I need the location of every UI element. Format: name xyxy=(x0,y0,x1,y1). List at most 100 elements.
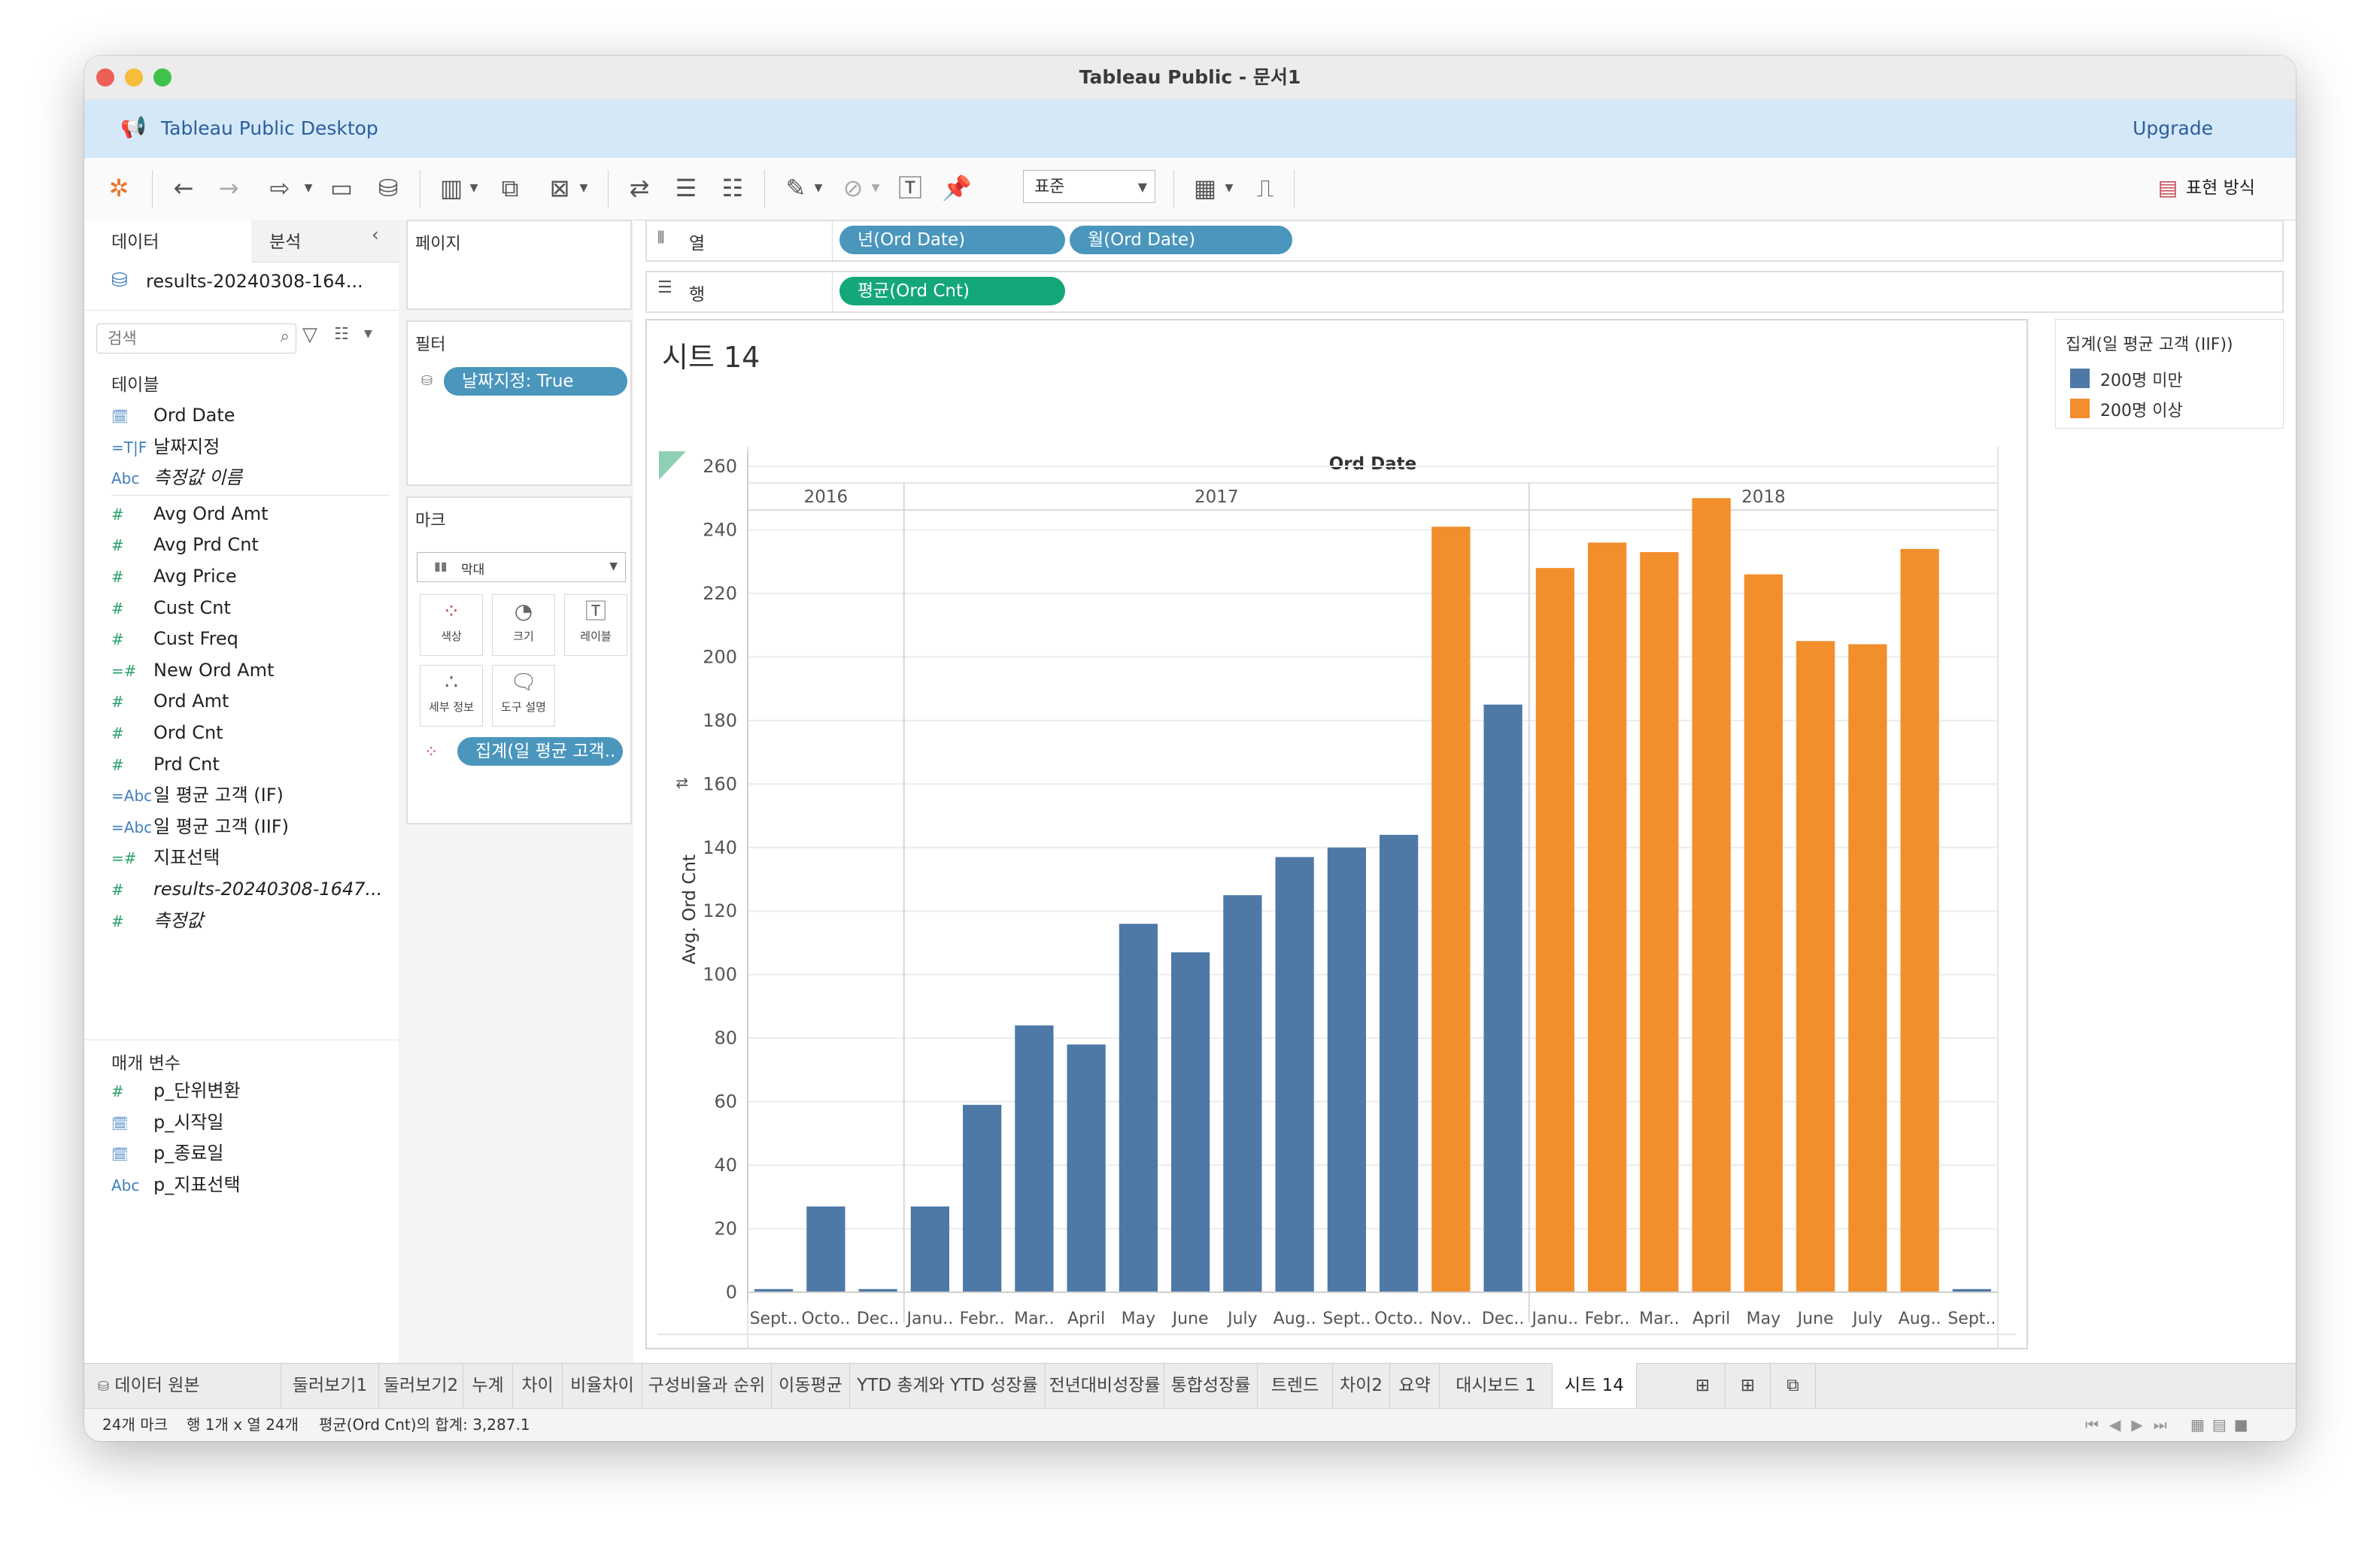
datasource-icon: ⛁ xyxy=(111,269,128,292)
new-worksheet-icon[interactable]: ▥ xyxy=(439,174,463,202)
group-members-icon[interactable]: ⊘ xyxy=(842,174,864,202)
field-item[interactable]: 🗓 Ord Date xyxy=(111,400,235,430)
duplicate-sheet-icon[interactable]: ⧉ xyxy=(501,174,519,202)
field-item[interactable]: # Avg Price xyxy=(111,561,237,591)
column-pill-year[interactable]: 년(Ord Date) xyxy=(839,226,1065,254)
sheet-nav-arrows-icon[interactable]: ⏮◀▶⏭ xyxy=(2085,1416,2178,1434)
save-icon[interactable]: ▭ xyxy=(329,174,354,202)
field-item[interactable]: =Abc일 평균 고객 (IF) xyxy=(111,780,284,810)
show-mark-labels-icon[interactable]: 🅃 xyxy=(897,174,922,202)
new-datasource-icon[interactable]: ⛁ xyxy=(378,174,399,202)
tableau-logo-icon[interactable]: ✲ xyxy=(108,174,129,202)
field-item[interactable]: # 측정값 xyxy=(111,906,203,936)
sheet-tab[interactable]: 대시보드 1 xyxy=(1440,1363,1553,1408)
fit-select[interactable]: 표준 ▼ xyxy=(1023,170,1155,203)
chevron-down-icon[interactable]: ▼ xyxy=(579,182,588,194)
filter-pill[interactable]: 날짜지정: True xyxy=(444,367,627,396)
new-story-tab-icon[interactable]: ⧉ xyxy=(1771,1363,1816,1408)
column-pill-month[interactable]: 월(Ord Date) xyxy=(1070,226,1292,254)
row-pill-avg-ord-cnt[interactable]: 평균(Ord Cnt) xyxy=(839,277,1065,305)
sheet-tab[interactable]: 차이 xyxy=(513,1363,563,1408)
sheet-tab[interactable]: YTD 총계와 YTD 성장률 xyxy=(850,1363,1046,1408)
field-item[interactable]: # Prd Cnt xyxy=(111,749,220,779)
tab-data[interactable] xyxy=(84,220,252,263)
new-worksheet-tab-icon[interactable]: ⊞ xyxy=(1680,1363,1726,1408)
sheet-tab[interactable]: 이동평균 xyxy=(772,1363,850,1408)
label-button[interactable]: 🅃 레이블 xyxy=(564,594,627,656)
redo-icon[interactable]: → xyxy=(218,174,239,202)
sheet-tab[interactable]: 시트 14 xyxy=(1553,1363,1637,1408)
field-item[interactable]: =# New Ord Amt xyxy=(111,655,274,685)
color-legend xyxy=(2055,319,2284,429)
chevron-down-icon[interactable]: ▼ xyxy=(814,182,823,194)
legend-label-over-200[interactable]: 200명 이상 xyxy=(2100,402,2183,420)
search-field[interactable] xyxy=(106,324,260,353)
chevron-down-icon[interactable]: ▼ xyxy=(871,182,880,194)
datasource-name[interactable]: results-20240308-164... xyxy=(146,271,363,292)
field-item[interactable]: # Cust Freq xyxy=(111,624,238,654)
chevron-down-icon[interactable]: ▼ xyxy=(1225,182,1234,194)
field-item[interactable]: # Avg Ord Amt xyxy=(111,499,268,529)
field-item[interactable]: =Abc일 평균 고객 (IIF) xyxy=(111,812,289,842)
sheet-tab[interactable]: 구성비율과 순위 xyxy=(642,1363,772,1408)
field-item[interactable]: # Avg Prd Cnt xyxy=(111,530,259,560)
pages-shelf[interactable] xyxy=(406,220,632,310)
filters-shelf[interactable] xyxy=(406,320,632,486)
zoom-window-button[interactable] xyxy=(153,68,172,87)
filter-funnel-icon[interactable]: ▽ xyxy=(302,323,317,346)
field-item[interactable]: # results-20240308-1647... xyxy=(111,874,382,904)
search-input[interactable]: ⌕ xyxy=(96,323,296,354)
close-window-button[interactable] xyxy=(96,68,114,87)
field-item[interactable]: =T|F 날짜지정 xyxy=(111,432,220,462)
parameter-item[interactable]: Abc p_지표선택 xyxy=(111,1170,241,1200)
upgrade-link[interactable]: Upgrade xyxy=(2133,117,2213,139)
sort-descending-icon[interactable]: ☷ xyxy=(721,174,744,202)
tab-analysis[interactable] xyxy=(251,220,399,263)
sheet-tab[interactable]: 둘러보기1 xyxy=(281,1363,379,1408)
chevron-down-icon[interactable]: ▼ xyxy=(364,328,372,340)
chevron-down-icon[interactable]: ▼ xyxy=(469,182,478,194)
replace-data-icon[interactable]: ⇨ xyxy=(269,174,290,202)
sheet-tab[interactable]: 요약 xyxy=(1390,1363,1440,1408)
tooltip-button[interactable]: 🗨 도구 설명 xyxy=(492,665,555,727)
fix-axes-pin-icon[interactable]: 📌 xyxy=(942,174,972,202)
field-item[interactable]: # Cust Cnt xyxy=(111,593,231,623)
color-field-pill[interactable]: 집계(일 평균 고객.. xyxy=(457,737,623,766)
size-button[interactable]: ◔ 크기 xyxy=(492,594,555,656)
show-cards-icon[interactable]: ▦ xyxy=(1193,174,1217,202)
clear-sheet-icon[interactable]: ⊠ xyxy=(549,174,570,202)
parameter-item[interactable]: 🗓 p_시작일 xyxy=(111,1107,223,1137)
show-me-button[interactable]: 표현 방식 xyxy=(2186,178,2255,198)
field-item[interactable]: # Ord Cnt xyxy=(111,718,223,748)
parameter-item[interactable]: # p_단위변환 xyxy=(111,1076,241,1106)
chevron-down-icon[interactable]: ▼ xyxy=(304,182,313,194)
legend-label-under-200[interactable]: 200명 미만 xyxy=(2100,372,2183,390)
presentation-mode-icon[interactable]: ⎍ xyxy=(1256,174,1274,202)
legend-swatch-under-200 xyxy=(2070,369,2090,388)
tab-datasource[interactable]: ⛁ 데이터 원본 xyxy=(84,1363,281,1408)
new-dashboard-tab-icon[interactable]: ⊞ xyxy=(1726,1363,1771,1408)
sheet-tab[interactable]: 트렌드 xyxy=(1258,1363,1333,1408)
sheet-tab[interactable]: 누계 xyxy=(463,1363,513,1408)
mark-type-select[interactable]: ▮▮ 막대 ▼ xyxy=(417,552,626,582)
color-button[interactable]: ⁘ 색상 xyxy=(420,594,483,656)
field-item[interactable]: # Ord Amt xyxy=(111,686,229,716)
sheet-tab[interactable]: 둘러보기2 xyxy=(379,1363,463,1408)
sheet-tab[interactable]: 통합성장률 xyxy=(1164,1363,1258,1408)
detail-button[interactable]: ∴ 세부 정보 xyxy=(420,665,483,727)
view-list-icon[interactable]: ☷ xyxy=(334,325,349,344)
collapse-pane-icon[interactable]: ‹ xyxy=(372,224,379,245)
show-me-icon[interactable]: ▤ xyxy=(2157,175,2178,200)
field-item[interactable]: =# 지표선택 xyxy=(111,842,220,873)
sort-ascending-icon[interactable]: ☰ xyxy=(675,174,697,202)
field-item[interactable]: Abc 측정값 이름 xyxy=(111,463,242,493)
undo-icon[interactable]: ← xyxy=(173,174,194,202)
sheet-tab[interactable]: 전년대비성장률 xyxy=(1046,1363,1164,1408)
swap-rows-columns-icon[interactable]: ⇄ xyxy=(629,174,650,202)
highlight-icon[interactable]: ✎ xyxy=(785,174,806,202)
parameter-item[interactable]: 🗓 p_종료일 xyxy=(111,1138,223,1168)
sheet-tab[interactable]: 비율차이 xyxy=(563,1363,642,1408)
view-sorter-icons[interactable]: ▦▤■ xyxy=(2190,1416,2256,1434)
sheet-tab[interactable]: 차이2 xyxy=(1333,1363,1390,1408)
minimize-window-button[interactable] xyxy=(125,68,143,87)
